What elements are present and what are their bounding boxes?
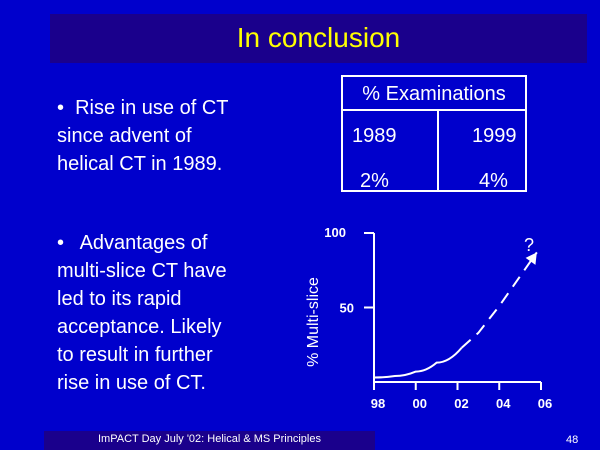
x-tick-label: 04 (496, 396, 511, 411)
examinations-table-header: % Examinations (343, 77, 525, 111)
footer-bar: ImPACT Day July '02: Helical & MS Princi… (44, 431, 375, 450)
y-tick-label: 100 (324, 225, 346, 240)
examinations-table-divider (437, 111, 439, 190)
x-tick-label: 00 (413, 396, 427, 411)
y-axis-label: % Multi-slice (305, 277, 322, 367)
slide-title: In conclusion (236, 22, 401, 53)
footer-text: ImPACT Day July '02: Helical & MS Princi… (98, 433, 321, 445)
projection-arrowhead (525, 252, 537, 265)
title-bar: In conclusion (50, 14, 587, 63)
examinations-table: % Examinations 1989 1999 2% 4% (341, 75, 527, 192)
bullet-ct-rise: • Rise in use of CT since advent of heli… (57, 97, 229, 175)
value-1989: 2% (360, 170, 389, 192)
value-1999: 4% (479, 170, 508, 192)
x-tick-label: 06 (538, 396, 552, 411)
projected-growth-line (461, 251, 538, 349)
x-tick-label: 98 (371, 396, 385, 411)
actual-growth-line (373, 347, 463, 379)
x-tick-label: 02 (454, 396, 468, 411)
year-1999-label: 1999 (472, 125, 517, 147)
year-1989-label: 1989 (352, 125, 397, 147)
slide-number: 48 (566, 434, 579, 446)
y-tick-label: 50 (340, 301, 354, 316)
bullet-multislice-advantages: • Advantages of multi-slice CT have led … (57, 232, 227, 394)
question-mark-annotation: ? (524, 235, 534, 255)
